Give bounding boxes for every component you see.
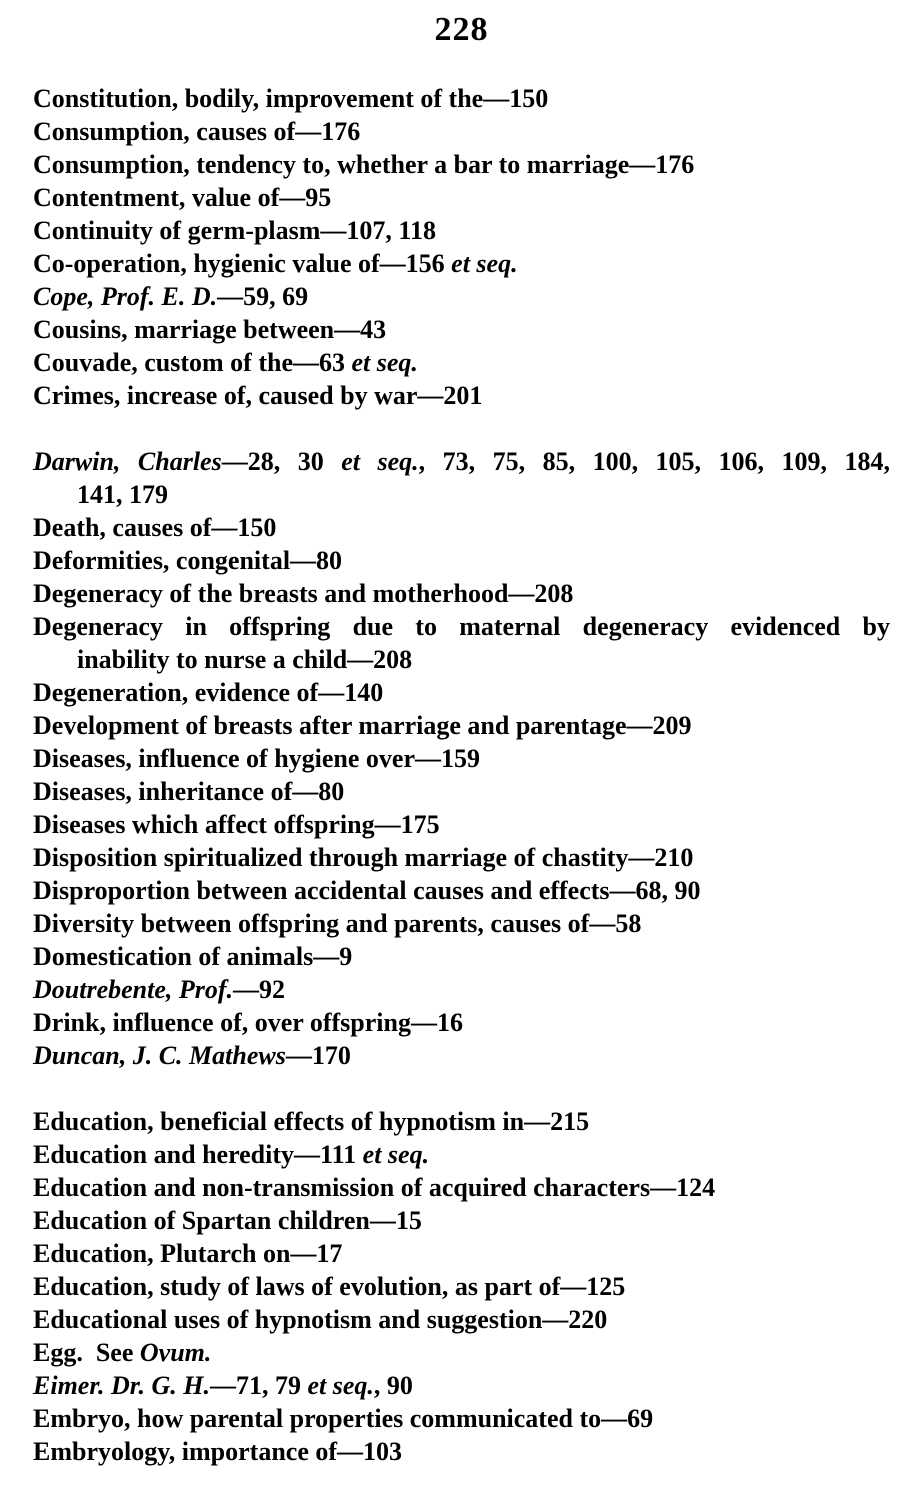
index-line-duncan: Duncan, J. C. Mathews—170	[33, 1039, 890, 1072]
index-line-constitution: Constitution, bodily, improvement of the…	[33, 82, 890, 115]
index-line-education-evolution: Education, study of laws of evolution, a…	[33, 1270, 890, 1303]
index-entry-text: Deformities, congenital—80	[33, 546, 343, 575]
index-line-crimes: Crimes, increase of, caused by war—201	[33, 379, 890, 412]
index-entry-text: Education of Spartan children—15	[33, 1206, 422, 1235]
index-entry-text: inability to nurse a child—208	[77, 645, 413, 674]
index-entry-text: Egg. See	[33, 1338, 140, 1367]
index-entry-text: Disproportion between accidental causes …	[33, 876, 701, 905]
index-line-co-operation: Co-operation, hygienic value of—156 et s…	[33, 247, 890, 280]
index-entry-text: Domestication of animals—9	[33, 942, 353, 971]
index-entry-text: Education and non-transmission of acquir…	[33, 1173, 716, 1202]
index-line-egg: Egg. See Ovum.	[33, 1336, 890, 1369]
index-line-disposition: Disposition spiritualized through marria…	[33, 841, 890, 874]
index-line-drink: Drink, influence of, over offspring—16	[33, 1006, 890, 1039]
index-line-education-non-transmission: Education and non-transmission of acquir…	[33, 1171, 890, 1204]
index-entry-italic-text: Darwin, Charles	[33, 447, 222, 476]
index-line-degeneration: Degeneration, evidence of—140	[33, 676, 890, 709]
index-entry-italic-text: et seq.	[351, 348, 418, 377]
index-entry-text: Death, causes of—150	[33, 513, 277, 542]
index-entry-text: , 73, 75, 85, 100, 105, 106, 109, 184,	[418, 447, 891, 476]
index-entry-text: Degeneration, evidence of—140	[33, 678, 384, 707]
index-entry-text: Degeneracy in offspring due to maternal …	[33, 612, 890, 641]
index-line-education-spartan: Education of Spartan children—15	[33, 1204, 890, 1237]
index-entry-italic-text: Duncan, J. C. Mathews	[33, 1041, 286, 1070]
index-entry-italic-text: et seq.	[451, 249, 518, 278]
index-entry-text: Education, Plutarch on—17	[33, 1239, 343, 1268]
index-entry-text: Continuity of germ-plasm—107, 118	[33, 216, 436, 245]
index-line-degeneracy-breasts: Degeneracy of the breasts and motherhood…	[33, 577, 890, 610]
index-line-diseases-hygiene: Diseases, influence of hygiene over—159	[33, 742, 890, 775]
index-entry-text: Co-operation, hygienic value of—156	[33, 249, 452, 278]
index-line-degeneracy-offspring-continuation: inability to nurse a child—208	[33, 643, 890, 676]
index-line-development: Development of breasts after marriage an…	[33, 709, 890, 742]
index-entry-italic-text: Cope, Prof. E. D.	[33, 282, 218, 311]
index-line-doutrebente: Doutrebente, Prof.—92	[33, 973, 890, 1006]
index-line-cousins: Cousins, marriage between—43	[33, 313, 890, 346]
index-entry-text: Contentment, value of—95	[33, 183, 332, 212]
index-list: Constitution, bodily, improvement of the…	[33, 82, 890, 1468]
index-line-darwin-continuation: 141, 179	[33, 478, 890, 511]
page-number: 228	[434, 11, 489, 48]
index-line-darwin: Darwin, Charles—28, 30 et seq., 73, 75, …	[33, 445, 890, 478]
index-line-eimer: Eimer. Dr. G. H.—71, 79 et seq., 90	[33, 1369, 890, 1402]
index-entry-text: 141, 179	[77, 480, 168, 509]
index-entry-text: Consumption, causes of—176	[33, 117, 361, 146]
index-entry-text: Couvade, custom of the—63	[33, 348, 352, 377]
index-entry-text: Diversity between offspring and parents,…	[33, 909, 642, 938]
index-line-consumption-causes: Consumption, causes of—176	[33, 115, 890, 148]
index-entry-text: , 90	[373, 1371, 413, 1400]
index-line-degeneracy-offspring: Degeneracy in offspring due to maternal …	[33, 610, 890, 643]
index-entry-text: Educational uses of hypnotism and sugges…	[33, 1305, 608, 1334]
index-line-contentment: Contentment, value of—95	[33, 181, 890, 214]
index-entry-text: Embryology, importance of—103	[33, 1437, 403, 1466]
index-entry-text: Crimes, increase of, caused by war—201	[33, 381, 483, 410]
index-entry-text: Embryo, how parental properties communic…	[33, 1404, 654, 1433]
index-entry-text: Constitution, bodily, improvement of the…	[33, 84, 549, 113]
index-entry-text: —59, 69	[217, 282, 309, 311]
index-entry-text: —92	[233, 975, 286, 1004]
index-line-deformities: Deformities, congenital—80	[33, 544, 890, 577]
index-line-death: Death, causes of—150	[33, 511, 890, 544]
index-entry-italic-text: et seq.	[341, 447, 419, 476]
index-entry-text: Degeneracy of the breasts and motherhood…	[33, 579, 574, 608]
index-entry-text: —170	[285, 1041, 351, 1070]
index-entry-italic-text: Doutrebente, Prof.	[33, 975, 234, 1004]
index-entry-text: Disposition spiritualized through marria…	[33, 843, 694, 872]
index-line-diseases-offspring: Diseases which affect offspring—175	[33, 808, 890, 841]
index-line-education-plutarch: Education, Plutarch on—17	[33, 1237, 890, 1270]
index-line-diversity: Diversity between offspring and parents,…	[33, 907, 890, 940]
index-entry-italic-text: et seq.	[362, 1140, 430, 1169]
index-entry-italic-text: Eimer. Dr. G. H.	[33, 1371, 210, 1400]
index-entry-text: Cousins, marriage between—43	[33, 315, 387, 344]
index-line-cope: Cope, Prof. E. D.—59, 69	[33, 280, 890, 313]
index-entry-text: Diseases, inheritance of—80	[33, 777, 345, 806]
index-entry-italic-text: et seq.	[307, 1371, 374, 1400]
index-entry-text: Diseases which affect offspring—175	[33, 810, 440, 839]
index-entry-text: —71, 79	[209, 1371, 308, 1400]
index-line-embryo: Embryo, how parental properties communic…	[33, 1402, 890, 1435]
index-entry-text: Education, study of laws of evolution, a…	[33, 1272, 626, 1301]
index-line-embryology: Embryology, importance of—103	[33, 1435, 890, 1468]
index-entry-text: —28, 30	[221, 447, 342, 476]
index-entry-text: Drink, influence of, over offspring—16	[33, 1008, 463, 1037]
index-entry-text: Development of breasts after marriage an…	[33, 711, 692, 740]
index-line-education-heredity: Education and heredity—111 et seq.	[33, 1138, 890, 1171]
index-line-education-hypnotism: Education, beneficial effects of hypnoti…	[33, 1105, 890, 1138]
index-entry-text: Education, beneficial effects of hypnoti…	[33, 1107, 590, 1136]
index-entry-italic-text: Ovum.	[139, 1338, 212, 1367]
index-entry-text: Education and heredity—111	[33, 1140, 363, 1169]
index-entry-text: Diseases, influence of hygiene over—159	[33, 744, 481, 773]
index-line-domestication: Domestication of animals—9	[33, 940, 890, 973]
index-line-consumption-tendency: Consumption, tendency to, whether a bar …	[33, 148, 890, 181]
index-line-continuity: Continuity of germ-plasm—107, 118	[33, 214, 890, 247]
index-line-educational-uses: Educational uses of hypnotism and sugges…	[33, 1303, 890, 1336]
index-entry-text: Consumption, tendency to, whether a bar …	[33, 150, 695, 179]
index-line-couvade: Couvade, custom of the—63 et seq.	[33, 346, 890, 379]
index-line-disproportion: Disproportion between accidental causes …	[33, 874, 890, 907]
index-line-diseases-inheritance: Diseases, inheritance of—80	[33, 775, 890, 808]
